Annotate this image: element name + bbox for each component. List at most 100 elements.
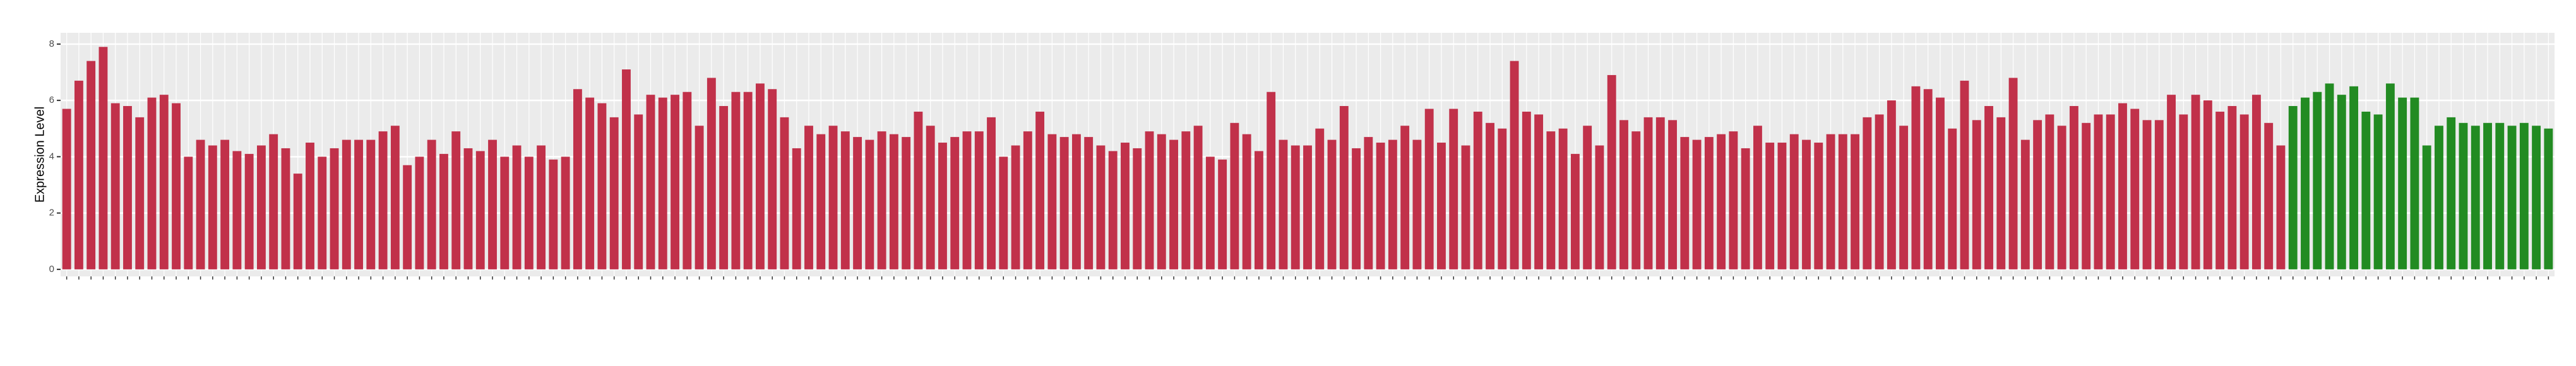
- bar: [256, 145, 266, 269]
- bar: [403, 165, 412, 269]
- bar: [1133, 148, 1142, 269]
- bar: [415, 156, 424, 269]
- bar: [1291, 145, 1300, 269]
- bar: [98, 47, 108, 269]
- bar: [889, 134, 898, 269]
- bar: [2532, 126, 2541, 269]
- bar: [2495, 122, 2505, 269]
- bar: [2276, 145, 2286, 269]
- bar: [1424, 109, 1434, 269]
- bar: [658, 97, 667, 269]
- bar: [2227, 106, 2237, 269]
- bar: [585, 97, 595, 269]
- bar: [2239, 114, 2249, 269]
- bar: [512, 145, 522, 269]
- bar: [1887, 100, 1896, 269]
- bar: [1583, 126, 1592, 269]
- bar: [743, 92, 753, 269]
- bar: [1047, 134, 1057, 269]
- bar: [2361, 111, 2371, 269]
- bar: [2130, 109, 2140, 269]
- bar: [330, 148, 339, 269]
- bar: [2215, 111, 2225, 269]
- y-tick-label: 6: [49, 95, 54, 105]
- bar: [500, 156, 510, 269]
- bar: [451, 131, 461, 269]
- bar: [1011, 145, 1020, 269]
- bar: [1704, 137, 1714, 269]
- bar: [1267, 92, 1276, 269]
- bar: [792, 148, 801, 269]
- bar: [828, 126, 838, 269]
- bar: [1400, 126, 1410, 269]
- bar: [2082, 122, 2091, 269]
- bar: [1619, 120, 1628, 269]
- bar: [269, 134, 278, 269]
- bar: [597, 103, 607, 269]
- bar: [1923, 89, 1933, 269]
- bar: [1303, 145, 1312, 269]
- bar: [354, 139, 364, 269]
- bar: [2033, 120, 2042, 269]
- bar: [1084, 137, 1094, 269]
- bar: [2385, 83, 2395, 269]
- bar: [2142, 120, 2152, 269]
- bar: [1741, 148, 1750, 269]
- bar: [110, 103, 120, 269]
- bar: [1631, 131, 1641, 269]
- bar: [549, 159, 558, 269]
- bar: [74, 80, 83, 269]
- bar: [1205, 156, 1215, 269]
- bar: [1169, 139, 1178, 269]
- bar: [1777, 143, 1787, 269]
- bar: [2069, 106, 2078, 269]
- bar: [683, 92, 692, 269]
- bar: [1826, 134, 1835, 269]
- bar: [2301, 97, 2310, 269]
- y-tick-label: 8: [49, 38, 54, 49]
- bar: [1412, 139, 1422, 269]
- bar: [208, 145, 217, 269]
- bar: [561, 156, 570, 269]
- bar: [2203, 100, 2212, 269]
- bar: [646, 95, 655, 269]
- bar: [2459, 122, 2468, 269]
- bar: [1218, 159, 1227, 269]
- bar: [378, 131, 388, 269]
- bar: [2325, 83, 2334, 269]
- bar: [962, 131, 972, 269]
- bar: [1911, 86, 1921, 269]
- bar: [695, 126, 704, 269]
- bar: [1972, 120, 1981, 269]
- bar: [1473, 111, 1482, 269]
- bar: [2154, 120, 2164, 269]
- bar: [1327, 139, 1337, 269]
- bar: [1145, 131, 1154, 269]
- bar: [184, 156, 193, 269]
- bar: [780, 117, 789, 269]
- bar: [914, 111, 923, 269]
- bar: [1121, 143, 1130, 269]
- bar: [622, 69, 631, 269]
- bar: [2483, 122, 2492, 269]
- bar: [147, 97, 157, 269]
- bar: [1838, 134, 1847, 269]
- bar: [2349, 86, 2359, 269]
- bar: [865, 139, 874, 269]
- bar: [2398, 97, 2407, 269]
- bar: [1181, 131, 1191, 269]
- bar: [2410, 97, 2419, 269]
- bar: [1388, 139, 1397, 269]
- bar: [2313, 92, 2322, 269]
- bar: [1059, 137, 1069, 269]
- bar: [439, 153, 448, 269]
- bar: [2045, 114, 2054, 269]
- bar: [1534, 114, 1544, 269]
- bar: [463, 148, 473, 269]
- bar: [2435, 126, 2443, 269]
- bar: [902, 137, 911, 269]
- bar: [537, 145, 546, 269]
- bar: [2020, 139, 2030, 269]
- bar: [1498, 128, 1507, 269]
